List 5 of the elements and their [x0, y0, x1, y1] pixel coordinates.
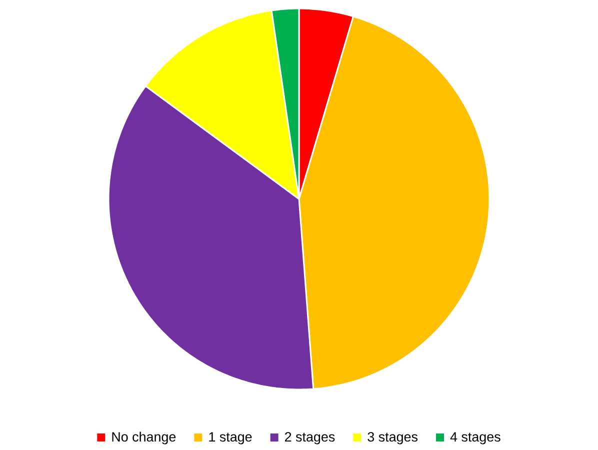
- legend-label: 1 stage: [209, 432, 252, 444]
- legend-label: No change: [112, 432, 176, 444]
- legend-label: 3 stages: [368, 432, 418, 444]
- legend-label: 2 stages: [284, 432, 335, 444]
- legend-label: 4 stages: [450, 432, 500, 444]
